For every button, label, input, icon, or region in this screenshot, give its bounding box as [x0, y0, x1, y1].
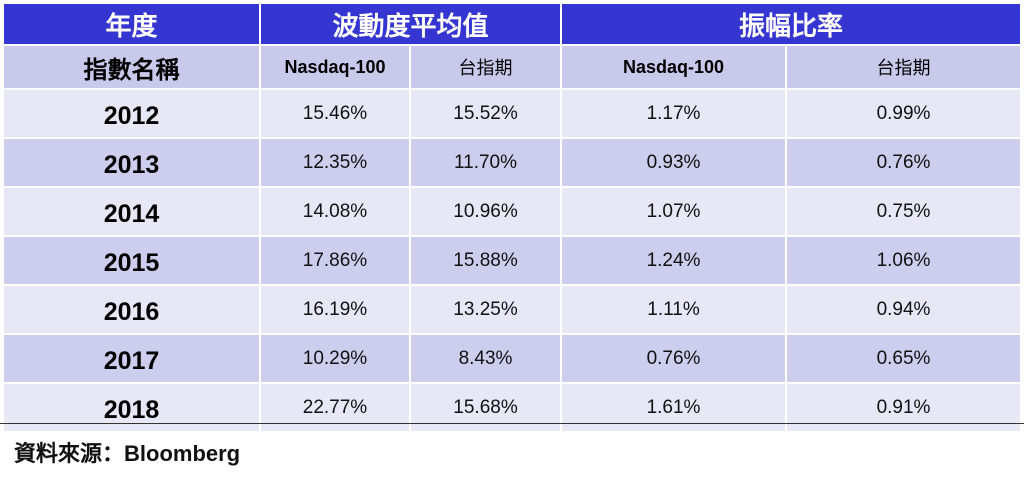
cell-vol-taiex: 15.52%: [408, 88, 563, 139]
cell-amp-nasdaq: 0.93%: [560, 137, 788, 188]
cell-year: 2017: [2, 333, 261, 384]
cell-amp-taiex: 0.76%: [785, 137, 1023, 188]
cell-amp-nasdaq: 0.76%: [560, 333, 788, 384]
header-amplitude: 振幅比率: [560, 2, 1023, 46]
footer-divider: [0, 423, 1024, 424]
cell-amp-taiex: 0.99%: [785, 88, 1023, 139]
header-vol-taiex: 台指期: [408, 44, 563, 90]
cell-amp-nasdaq: 1.17%: [560, 88, 788, 139]
cell-amp-taiex: 0.75%: [785, 186, 1023, 237]
cell-amp-nasdaq: 1.24%: [560, 235, 788, 286]
cell-vol-taiex: 15.68%: [408, 382, 563, 433]
table-row: 2013 12.35% 11.70% 0.93% 0.76%: [2, 137, 1023, 188]
cell-amp-taiex: 1.06%: [785, 235, 1023, 286]
header-amp-taiex: 台指期: [785, 44, 1023, 90]
table-row: 2014 14.08% 10.96% 1.07% 0.75%: [2, 186, 1023, 237]
volatility-table: 年度 波動度平均值 振幅比率 指數名稱 Nasdaq-100 台指期 Nasda…: [2, 2, 1023, 433]
cell-year: 2012: [2, 88, 261, 139]
table-row: 2018 22.77% 15.68% 1.61% 0.91%: [2, 382, 1023, 433]
cell-vol-taiex: 8.43%: [408, 333, 563, 384]
cell-year: 2013: [2, 137, 261, 188]
cell-year: 2016: [2, 284, 261, 335]
table-row: 2012 15.46% 15.52% 1.17% 0.99%: [2, 88, 1023, 139]
cell-vol-taiex: 10.96%: [408, 186, 563, 237]
volatility-table-container: 年度 波動度平均值 振幅比率 指數名稱 Nasdaq-100 台指期 Nasda…: [2, 2, 1023, 433]
header-row-sub: 指數名稱 Nasdaq-100 台指期 Nasdaq-100 台指期: [2, 44, 1023, 90]
header-row-top: 年度 波動度平均值 振幅比率: [2, 2, 1023, 46]
cell-year: 2014: [2, 186, 261, 237]
header-volatility: 波動度平均值: [258, 2, 563, 46]
table-row: 2015 17.86% 15.88% 1.24% 1.06%: [2, 235, 1023, 286]
source-note: 資料來源：Bloomberg: [14, 441, 241, 466]
cell-vol-taiex: 13.25%: [408, 284, 563, 335]
cell-vol-nasdaq: 14.08%: [259, 186, 411, 237]
cell-year: 2015: [2, 235, 261, 286]
cell-vol-taiex: 11.70%: [408, 137, 563, 188]
cell-vol-nasdaq: 16.19%: [259, 284, 411, 335]
cell-amp-taiex: 0.94%: [785, 284, 1023, 335]
cell-vol-nasdaq: 22.77%: [259, 382, 411, 433]
cell-vol-nasdaq: 15.46%: [259, 88, 411, 139]
cell-vol-nasdaq: 17.86%: [259, 235, 411, 286]
cell-year: 2018: [2, 382, 261, 433]
cell-vol-taiex: 15.88%: [408, 235, 563, 286]
table-row: 2016 16.19% 13.25% 1.11% 0.94%: [2, 284, 1023, 335]
cell-amp-nasdaq: 1.61%: [560, 382, 788, 433]
cell-amp-taiex: 0.65%: [785, 333, 1023, 384]
cell-vol-nasdaq: 10.29%: [259, 333, 411, 384]
cell-amp-taiex: 0.91%: [785, 382, 1023, 433]
table-row: 2017 10.29% 8.43% 0.76% 0.65%: [2, 333, 1023, 384]
header-amp-nasdaq: Nasdaq-100: [560, 44, 788, 90]
header-year: 年度: [2, 2, 261, 46]
cell-vol-nasdaq: 12.35%: [259, 137, 411, 188]
cell-amp-nasdaq: 1.07%: [560, 186, 788, 237]
cell-amp-nasdaq: 1.11%: [560, 284, 788, 335]
header-vol-nasdaq: Nasdaq-100: [259, 44, 411, 90]
header-index-name: 指數名稱: [2, 44, 261, 90]
